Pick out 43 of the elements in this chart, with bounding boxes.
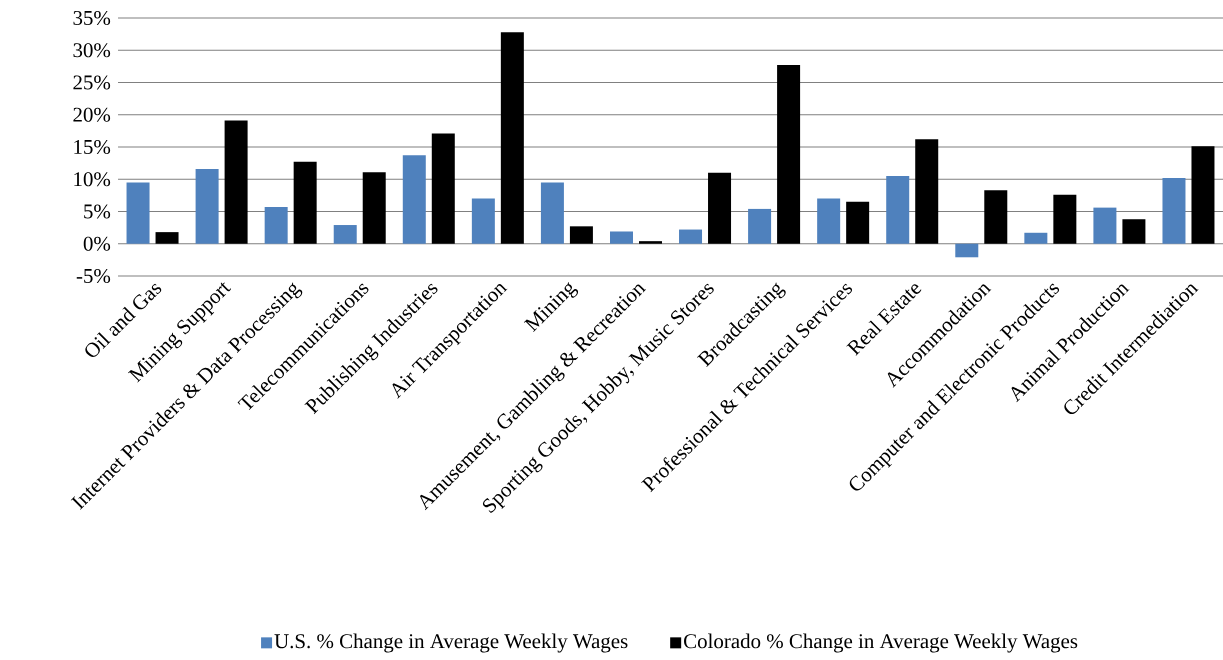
bar — [1191, 146, 1215, 244]
bar — [500, 32, 524, 244]
bar — [126, 182, 150, 244]
bar — [609, 231, 633, 244]
bar — [708, 172, 732, 244]
y-tick-label: 20% — [73, 107, 111, 122]
bar — [1093, 207, 1117, 244]
y-tick-label: 30% — [73, 43, 111, 58]
legend-label: U.S. % Change in Average Weekly Wages — [274, 633, 628, 653]
bar — [1024, 232, 1048, 244]
bar — [402, 155, 426, 244]
legend-label: Colorado % Change in Average Weekly Wages — [684, 633, 1078, 653]
bar — [886, 176, 910, 244]
y-tick-label: -5% — [76, 268, 111, 284]
y-tick-label: 10% — [74, 172, 111, 187]
bar — [1122, 219, 1146, 244]
bar — [155, 232, 179, 244]
y-tick-label: 15% — [74, 139, 111, 155]
y-tick-label: 25% — [73, 75, 111, 90]
bar — [638, 241, 662, 244]
bar — [817, 198, 841, 244]
bar — [679, 229, 703, 244]
bar — [540, 182, 564, 244]
bar — [777, 65, 801, 244]
bar — [264, 206, 288, 244]
y-tick-label: 0% — [83, 236, 111, 251]
bar — [569, 226, 593, 244]
bar — [1053, 194, 1077, 244]
bar — [984, 190, 1008, 244]
bar — [431, 133, 455, 244]
bar — [224, 120, 248, 244]
y-tick-label: 5% — [84, 204, 111, 219]
bar — [1162, 177, 1186, 244]
bar — [293, 161, 317, 244]
bar — [362, 172, 386, 244]
bar — [333, 225, 357, 244]
bar — [195, 168, 219, 244]
bar — [915, 139, 939, 244]
bar — [748, 208, 772, 244]
y-tick-label: 35% — [73, 10, 111, 26]
bar — [846, 201, 870, 244]
bar — [471, 198, 495, 244]
bar — [955, 243, 979, 258]
